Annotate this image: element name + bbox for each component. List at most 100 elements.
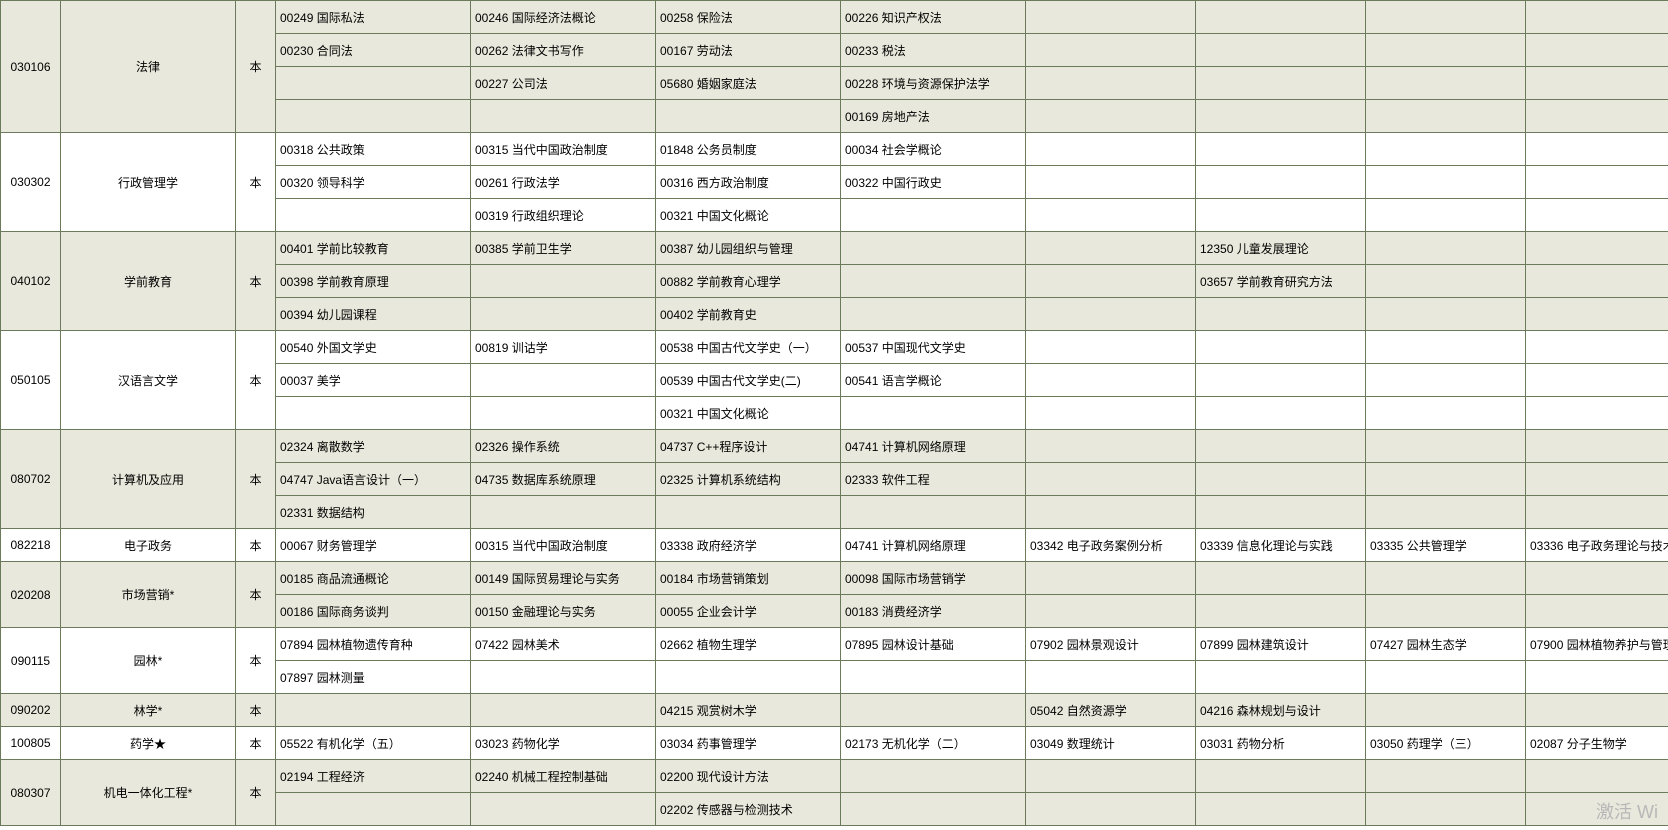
cell-code: 020208 (1, 562, 61, 628)
cell-course (1026, 793, 1196, 826)
cell-course (1196, 430, 1366, 463)
cell-course: 03339 信息化理论与实践 (1196, 529, 1366, 562)
cell-course: 00541 语言学概论 (841, 364, 1026, 397)
table-row: 080307机电一体化工程*本02194 工程经济02240 机械工程控制基础0… (1, 760, 1668, 793)
cell-course: 07894 园林植物遗传育种 (276, 628, 471, 661)
cell-course (276, 694, 471, 727)
cell-course: 00315 当代中国政治制度 (471, 529, 656, 562)
cell-course: 05042 自然资源学 (1026, 694, 1196, 727)
cell-course: 00819 训诂学 (471, 331, 656, 364)
cell-course (656, 100, 841, 133)
cell-course: 00233 税法 (841, 34, 1026, 67)
cell-course (1526, 166, 1668, 199)
cell-course (1526, 661, 1668, 694)
cell-course: 04747 Java语言设计（一） (276, 463, 471, 496)
cell-course (1196, 595, 1366, 628)
cell-course (1026, 760, 1196, 793)
cell-level: 本 (236, 760, 276, 826)
cell-course (841, 265, 1026, 298)
cell-course: 00385 学前卫生学 (471, 232, 656, 265)
cell-course (1196, 661, 1366, 694)
cell-course: 00321 中国文化概论 (656, 199, 841, 232)
cell-level: 本 (236, 562, 276, 628)
cell-course (471, 661, 656, 694)
cell-course (1366, 496, 1526, 529)
cell-level: 本 (236, 529, 276, 562)
cell-course: 03336 电子政务理论与技术 (1526, 529, 1668, 562)
cell-course: 12350 儿童发展理论 (1196, 232, 1366, 265)
cell-course (1196, 298, 1366, 331)
cell-course: 02202 传感器与检测技术 (656, 793, 841, 826)
cell-course (841, 397, 1026, 430)
cell-course: 03049 数理统计 (1026, 727, 1196, 760)
cell-course (1196, 34, 1366, 67)
cell-course (276, 793, 471, 826)
cell-course: 00539 中国古代文学史(二) (656, 364, 841, 397)
cell-course: 00184 市场营销策划 (656, 562, 841, 595)
cell-course (1196, 67, 1366, 100)
cell-course (1196, 463, 1366, 496)
cell-course (1026, 430, 1196, 463)
cell-course (471, 100, 656, 133)
cell-course (1526, 463, 1668, 496)
cell-course (1366, 397, 1526, 430)
cell-course: 07900 园林植物养护与管理 (1526, 628, 1668, 661)
cell-course: 00318 公共政策 (276, 133, 471, 166)
cell-course (1026, 595, 1196, 628)
cell-course (1366, 793, 1526, 826)
curriculum-table: 030106法律本00249 国际私法00246 国际经济法概论00258 保险… (0, 0, 1668, 826)
cell-course: 03335 公共管理学 (1366, 529, 1526, 562)
cell-course (1366, 760, 1526, 793)
cell-course (1366, 232, 1526, 265)
cell-course (1526, 100, 1668, 133)
cell-level: 本 (236, 331, 276, 430)
cell-course (841, 793, 1026, 826)
cell-course (1366, 133, 1526, 166)
table-row: 090202林学*本04215 观赏树木学05042 自然资源学04216 森林… (1, 694, 1668, 727)
cell-course (1026, 265, 1196, 298)
cell-course (1196, 793, 1366, 826)
cell-code: 030302 (1, 133, 61, 232)
cell-course: 00537 中国现代文学史 (841, 331, 1026, 364)
cell-course (471, 364, 656, 397)
cell-course (1526, 1, 1668, 34)
cell-course: 07899 园林建筑设计 (1196, 628, 1366, 661)
cell-course: 00261 行政法学 (471, 166, 656, 199)
cell-course (1196, 1, 1366, 34)
cell-course (276, 67, 471, 100)
cell-course (1526, 397, 1668, 430)
cell-code: 050105 (1, 331, 61, 430)
cell-course (1366, 430, 1526, 463)
cell-course (1196, 331, 1366, 364)
cell-course: 00322 中国行政史 (841, 166, 1026, 199)
cell-course: 04215 观赏树木学 (656, 694, 841, 727)
table-row: 040102学前教育本00401 学前比较教育00385 学前卫生学00387 … (1, 232, 1668, 265)
cell-course: 07895 园林设计基础 (841, 628, 1026, 661)
table-row: 030106法律本00249 国际私法00246 国际经济法概论00258 保险… (1, 1, 1668, 34)
cell-course (1366, 694, 1526, 727)
table-row: 080702计算机及应用本02324 离散数学02326 操作系统04737 C… (1, 430, 1668, 463)
cell-course (471, 298, 656, 331)
cell-name: 机电一体化工程* (61, 760, 236, 826)
cell-course: 00227 公司法 (471, 67, 656, 100)
cell-name: 行政管理学 (61, 133, 236, 232)
cell-course: 01848 公务员制度 (656, 133, 841, 166)
cell-course: 00262 法律文书写作 (471, 34, 656, 67)
cell-level: 本 (236, 430, 276, 529)
cell-course: 02087 分子生物学 (1526, 727, 1668, 760)
cell-course (1196, 199, 1366, 232)
cell-course (1366, 166, 1526, 199)
cell-course: 00226 知识产权法 (841, 1, 1026, 34)
cell-course: 00183 消费经济学 (841, 595, 1026, 628)
cell-course (1026, 100, 1196, 133)
cell-course (1526, 793, 1668, 826)
cell-course (1196, 100, 1366, 133)
cell-course: 00319 行政组织理论 (471, 199, 656, 232)
cell-course: 00321 中国文化概论 (656, 397, 841, 430)
cell-course: 00258 保险法 (656, 1, 841, 34)
cell-course: 00169 房地产法 (841, 100, 1026, 133)
table-row: 050105汉语言文学本00540 外国文学史00819 训诂学00538 中国… (1, 331, 1668, 364)
cell-course (1366, 100, 1526, 133)
cell-course (656, 661, 841, 694)
cell-course (1526, 34, 1668, 67)
